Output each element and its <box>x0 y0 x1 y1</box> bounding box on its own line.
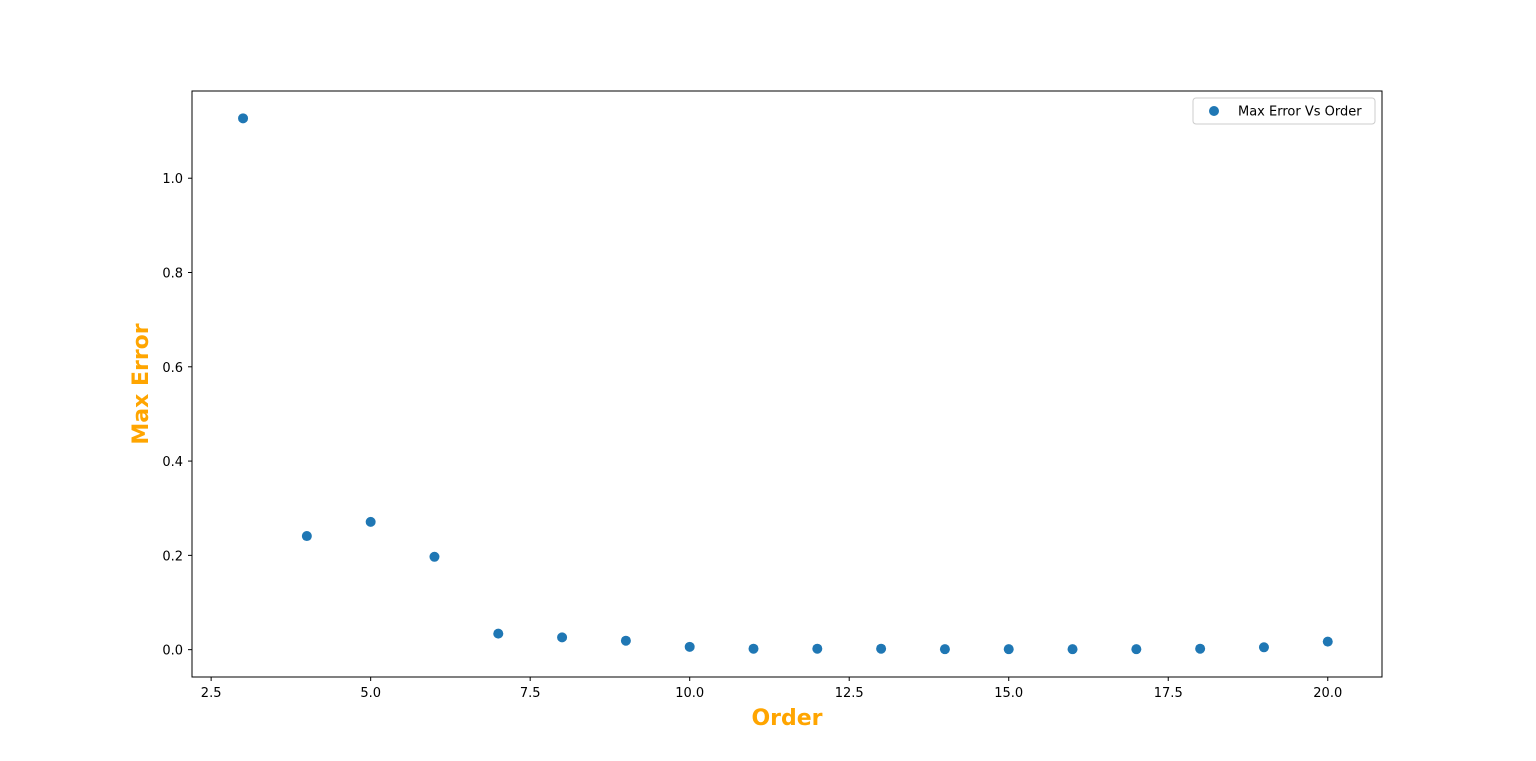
data-point <box>620 635 631 646</box>
x-tick-label: 2.5 <box>201 686 222 701</box>
plot-area <box>191 90 1383 678</box>
data-point <box>1195 643 1206 654</box>
y-tick-label: 0.6 <box>162 361 183 376</box>
x-tick-label: 7.5 <box>520 686 541 701</box>
x-tick-label: 15.0 <box>994 686 1023 701</box>
data-point <box>876 643 887 654</box>
data-point <box>429 551 440 562</box>
x-tick-label: 17.5 <box>1154 686 1183 701</box>
legend-box <box>1192 97 1376 125</box>
x-axis: 2.5 5.0 7.5 10.0 12.5 15.0 17.5 20.0 <box>201 677 1342 701</box>
data-point <box>365 516 376 527</box>
data-point <box>1322 636 1333 647</box>
x-axis-title: Order <box>751 706 822 731</box>
x-tick-label: 10.0 <box>675 686 704 701</box>
x-tick-label: 20.0 <box>1313 686 1342 701</box>
data-point <box>1003 644 1014 655</box>
y-tick-label: 0.4 <box>162 455 183 470</box>
data-point <box>684 641 695 652</box>
legend: Max Error Vs Order <box>1192 97 1376 125</box>
data-point <box>301 531 312 542</box>
data-point <box>493 628 504 639</box>
data-point <box>1131 644 1142 655</box>
data-point <box>812 643 823 654</box>
data-point <box>748 643 759 654</box>
data-point <box>939 644 950 655</box>
legend-marker <box>1209 106 1219 116</box>
y-axis-title: Max Error <box>129 323 154 444</box>
data-point <box>1258 642 1269 653</box>
y-tick-label: 1.0 <box>162 172 183 187</box>
x-tick-label: 12.5 <box>835 686 864 701</box>
data-point <box>238 113 249 124</box>
y-tick-label: 0.0 <box>162 644 183 659</box>
data-point <box>557 632 568 643</box>
x-tick-label: 5.0 <box>360 686 381 701</box>
y-axis: 0.0 0.2 0.4 0.6 0.8 1.0 <box>162 172 192 659</box>
y-tick-label: 0.8 <box>162 267 183 282</box>
y-tick-label: 0.2 <box>162 549 183 564</box>
legend-label: Max Error Vs Order <box>1238 105 1362 120</box>
data-points <box>238 113 1333 655</box>
data-point <box>1067 644 1078 655</box>
